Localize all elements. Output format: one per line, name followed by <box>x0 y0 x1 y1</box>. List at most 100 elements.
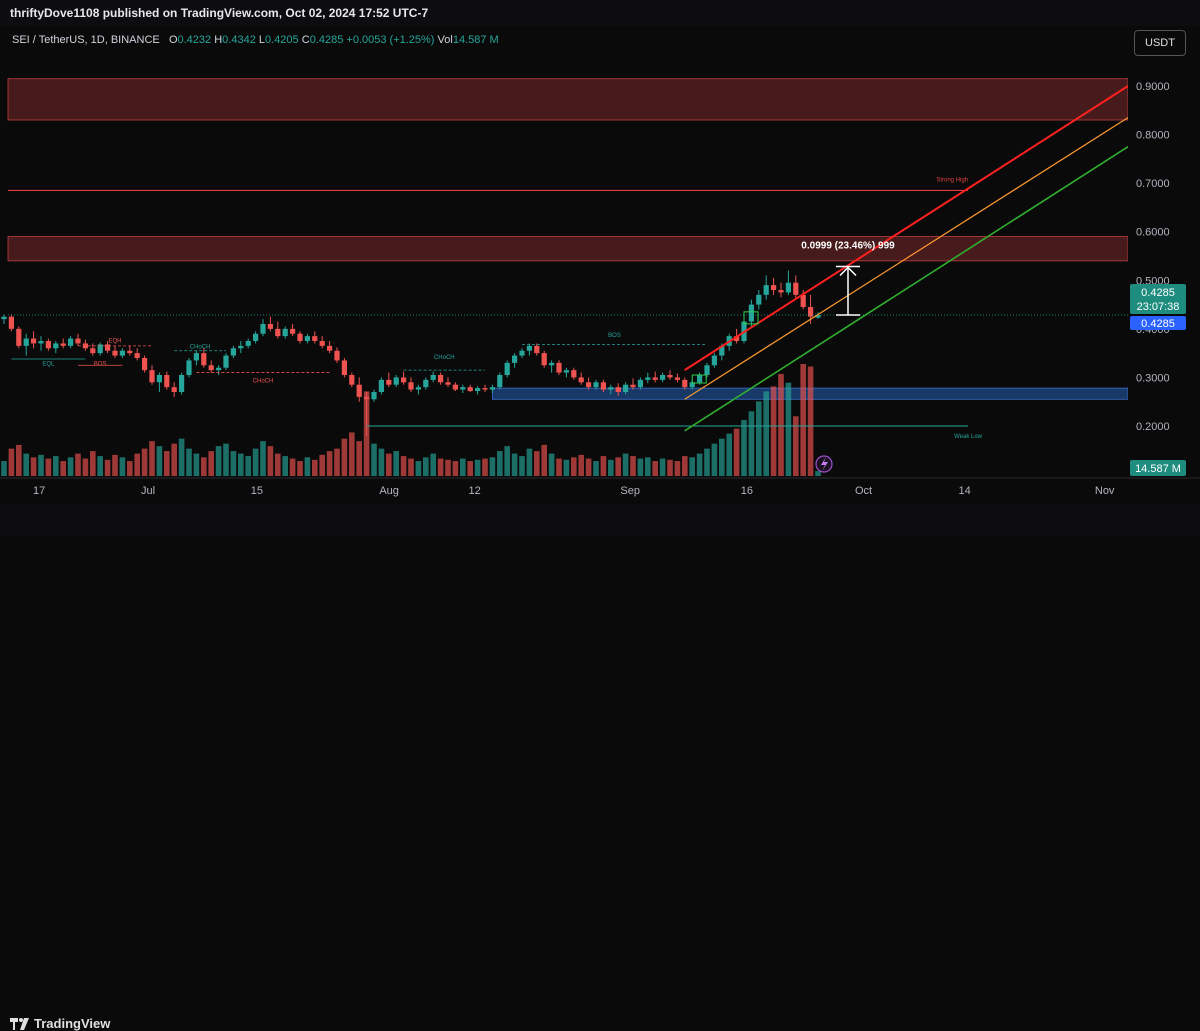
volume-bar <box>104 459 111 476</box>
candle-body <box>571 370 577 378</box>
structure-label: CHoCH <box>253 378 274 384</box>
volume-bar <box>275 453 281 476</box>
volume-bar <box>415 461 422 476</box>
volume-bar <box>741 420 747 476</box>
volume-bar <box>756 401 762 476</box>
tradingview-logo[interactable]: TradingView <box>10 1016 110 1031</box>
volume-bar <box>334 448 340 476</box>
volume-bar <box>386 453 392 476</box>
candle-body <box>526 345 532 351</box>
candle-body <box>556 362 562 373</box>
price-axis[interactable]: 0.90000.80000.70000.60000.50000.40000.30… <box>1128 26 1200 505</box>
volume-bar <box>593 461 599 476</box>
volume-bar <box>38 454 44 476</box>
candle-body <box>719 345 725 356</box>
volume-bar <box>119 457 126 476</box>
price-tick-label: 0.2000 <box>1136 421 1170 433</box>
candle-body <box>90 348 96 354</box>
volume-bar <box>689 457 695 476</box>
volume-bar <box>45 458 52 476</box>
footer: TradingView <box>0 505 1200 1031</box>
volume-bar <box>312 459 318 476</box>
overlay-layer: Strong High Weak Low EQH CHoCH EQL BOS CHoCH CH… <box>8 85 1129 473</box>
volume-bar <box>630 456 636 476</box>
candle-body <box>630 384 636 388</box>
volume-bar <box>215 446 222 476</box>
symbol-legend: SEI / TetherUS, 1D, BINANCE O0.4232 H0.4… <box>12 34 499 46</box>
candle-body <box>386 379 392 385</box>
candle-body <box>475 388 481 392</box>
candle-body <box>778 290 784 293</box>
volume-bar <box>452 461 459 476</box>
volume-bar <box>578 454 584 476</box>
candle-body <box>586 382 592 388</box>
volume-bar <box>8 448 15 476</box>
candle-body <box>423 379 429 388</box>
candle-body <box>793 282 799 295</box>
price-tick-label: 0.9000 <box>1136 81 1170 93</box>
candle-body <box>785 282 791 293</box>
candle-body <box>378 379 384 392</box>
candle-body <box>97 344 103 354</box>
volume-bar <box>297 461 303 476</box>
time-tick-label: 15 <box>251 485 263 497</box>
volume-bar <box>534 451 540 476</box>
volume-bar <box>16 444 22 476</box>
candle-body <box>800 294 806 307</box>
weak-low-label: Weak Low <box>954 434 983 440</box>
time-tick-label: 16 <box>741 485 753 497</box>
volume-bar <box>763 391 769 476</box>
candle-body <box>549 362 555 366</box>
volume-bar <box>53 456 59 476</box>
candle-body <box>541 353 547 366</box>
time-tick-label: 14 <box>959 485 971 497</box>
candle-body <box>267 324 273 329</box>
candle-body <box>38 341 44 344</box>
volume-bar <box>30 457 37 476</box>
candle-body <box>134 353 140 358</box>
volume-bar <box>201 457 207 476</box>
volume-bar <box>178 438 185 476</box>
time-tick-label: Sep <box>620 485 640 497</box>
candle-body <box>179 375 185 392</box>
candle-body <box>53 343 59 349</box>
volume-bar <box>423 457 429 476</box>
volume-bar <box>733 428 740 476</box>
candle-body <box>771 285 777 290</box>
volume-bar <box>526 448 533 476</box>
volume-label: Vol <box>437 34 453 46</box>
volume-bar <box>90 451 96 476</box>
volume-bar <box>164 451 170 476</box>
symbol-label: SEI / TetherUS, 1D, BINANCE <box>12 34 160 46</box>
candle-body <box>334 350 340 361</box>
volume-bar <box>430 453 436 476</box>
volume-bar <box>541 444 547 476</box>
volume-bar <box>400 456 407 476</box>
order-block-box <box>691 374 707 384</box>
volume-bar <box>267 446 274 476</box>
volume-bar <box>349 432 355 476</box>
candle-body <box>341 360 347 375</box>
open-label: O <box>168 34 178 46</box>
volume-bar <box>482 458 488 476</box>
candle-body <box>68 338 74 346</box>
structure-label: BOS <box>94 361 107 367</box>
volume-bar <box>497 451 503 476</box>
volume-tag <box>1130 460 1186 476</box>
time-axis[interactable]: 17 Jul 15 Aug 12 Sep 16 Oct 14 Nov <box>0 477 1200 497</box>
volume-bar <box>356 441 362 476</box>
candle-body <box>734 336 740 341</box>
close-label: C <box>301 34 310 46</box>
volume-bar <box>289 458 296 476</box>
currency-button[interactable]: USDT <box>1134 30 1186 56</box>
candle-body <box>497 375 503 388</box>
volume-bar <box>511 453 518 476</box>
structure-label: EQH <box>108 338 121 344</box>
candle-body <box>652 377 658 380</box>
high-value: 0.4342 <box>222 34 256 46</box>
candle-body <box>164 375 170 388</box>
time-tick-label: Nov <box>1095 485 1115 497</box>
candle-body <box>349 375 355 385</box>
candle-body <box>748 304 754 322</box>
